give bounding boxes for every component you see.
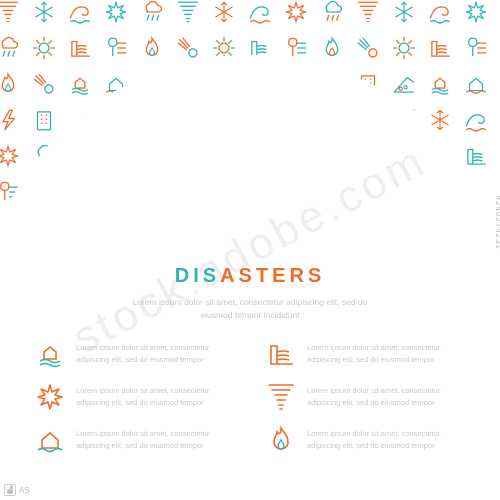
page-title: DISASTERS — [34, 265, 466, 288]
heading-part-2: ASTERS — [220, 265, 325, 287]
fire-icon — [265, 424, 297, 456]
pattern-cell — [422, 0, 458, 30]
feature-item: Lorem ipsum dolor sit amet, consectetur … — [34, 381, 235, 413]
feature-item-text: Lorem ipsum dolor sit amet, consectetur … — [76, 385, 235, 408]
pattern-cell — [458, 30, 494, 66]
pattern-cell — [206, 0, 242, 30]
sinking-house-icon — [34, 338, 66, 370]
right-column: Lorem ipsum dolor sit amet, consectetur … — [265, 338, 466, 456]
pattern-cell — [26, 0, 62, 30]
pattern-background — [0, 0, 500, 260]
feature-item-text: Lorem ipsum dolor sit amet, consectetur … — [307, 385, 466, 408]
pattern-cell — [26, 66, 62, 102]
pattern-cell — [422, 66, 458, 102]
feature-item: Lorem ipsum dolor sit amet, consectetur … — [265, 338, 466, 370]
flood-house-icon — [34, 424, 66, 456]
pattern-cell — [62, 66, 98, 102]
content-area: DISASTERS Lorem ipsum dolor sit amet, co… — [0, 265, 500, 456]
pattern-cell — [458, 0, 494, 30]
pattern-cell — [422, 30, 458, 66]
feature-columns: Lorem ipsum dolor sit amet, consectetur … — [34, 338, 466, 456]
feature-item-text: Lorem ipsum dolor sit amet, consectetur … — [76, 428, 235, 451]
pattern-cell — [350, 0, 386, 30]
feature-item-text: Lorem ipsum dolor sit amet, consectetur … — [307, 342, 466, 365]
pattern-cell — [62, 30, 98, 66]
explosion-icon — [34, 381, 66, 413]
pattern-cell — [0, 102, 26, 138]
heading-part-1: DIS — [175, 265, 220, 287]
pattern-cell — [98, 30, 134, 66]
feature-item-text: Lorem ipsum dolor sit amet, consectetur … — [76, 342, 235, 365]
feature-item: Lorem ipsum dolor sit amet, consectetur … — [34, 338, 235, 370]
tornado-icon — [265, 381, 297, 413]
pattern-cell — [98, 0, 134, 30]
stock-id: #240274231 — [494, 196, 500, 251]
pattern-cell — [26, 102, 62, 138]
pattern-cell — [62, 0, 98, 30]
corner-logo: ▟ AS — [4, 484, 30, 496]
feature-item: Lorem ipsum dolor sit amet, consectetur … — [265, 424, 466, 456]
pattern-cell — [134, 30, 170, 66]
pattern-cell — [386, 30, 422, 66]
pattern-cell — [170, 0, 206, 30]
subtitle-text: Lorem ipsum dolor sit amet, consectetur … — [120, 296, 380, 322]
pattern-cell — [0, 66, 26, 102]
pattern-cell — [314, 0, 350, 30]
feature-item-text: Lorem ipsum dolor sit amet, consectetur … — [307, 428, 466, 451]
pattern-cell — [314, 30, 350, 66]
pattern-cell — [386, 0, 422, 30]
pattern-cell — [26, 30, 62, 66]
pattern-cell — [134, 0, 170, 30]
feature-item: Lorem ipsum dolor sit amet, consectetur … — [34, 424, 235, 456]
dam-icon — [265, 338, 297, 370]
feature-item: Lorem ipsum dolor sit amet, consectetur … — [265, 381, 466, 413]
pattern-cell — [458, 66, 494, 102]
pattern-cell — [242, 0, 278, 30]
pattern-cell — [278, 0, 314, 30]
pattern-cell — [350, 30, 386, 66]
corner-logo-label: AS — [19, 486, 30, 495]
pattern-cell — [0, 138, 26, 174]
left-column: Lorem ipsum dolor sit amet, consectetur … — [34, 338, 235, 456]
pattern-cell — [0, 30, 26, 66]
pattern-cell — [0, 0, 26, 30]
corner-logo-icon: ▟ — [4, 484, 16, 496]
pattern-cell — [458, 102, 494, 138]
